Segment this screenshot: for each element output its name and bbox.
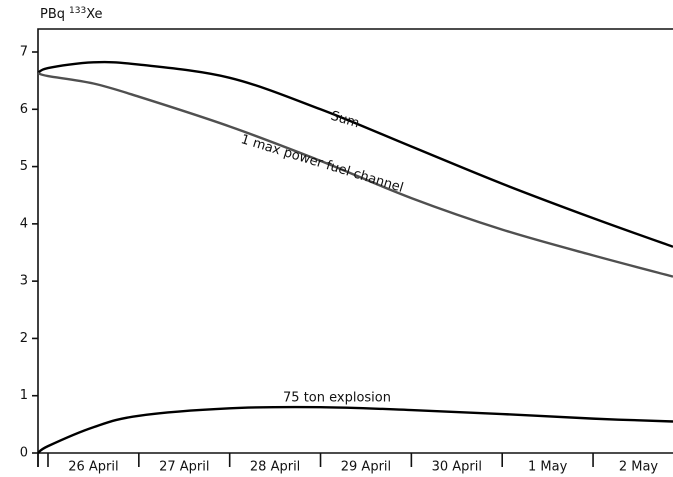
series-label: Sum	[329, 109, 361, 132]
series-label: 75 ton explosion	[283, 391, 391, 406]
y-tick-label: 7	[20, 45, 28, 60]
series-line	[37, 72, 673, 278]
x-tick-label: 26 April	[68, 460, 118, 475]
y-tick-label: 5	[20, 159, 28, 174]
y-tick-label: 3	[20, 274, 28, 289]
y-axis-unit: PBq	[40, 7, 65, 22]
series-label: 1 max power fuel channel	[239, 132, 405, 196]
x-tick-label: 27 April	[159, 460, 209, 475]
x-tick-label: 29 April	[341, 460, 391, 475]
series-line	[37, 60, 673, 248]
y-tick-label: 0	[20, 446, 28, 461]
y-tick-label: 2	[20, 331, 28, 346]
x-tick-label: 30 April	[432, 460, 482, 475]
y-tick-label: 4	[20, 216, 28, 231]
y-tick-label: 1	[20, 388, 28, 403]
x-tick-label: 28 April	[250, 460, 300, 475]
y-axis-label: PBq 133Xe	[40, 6, 103, 22]
y-axis-mass-number: 133	[69, 6, 86, 16]
y-tick-label: 6	[20, 102, 28, 117]
axis-frame	[37, 28, 673, 467]
series-line	[37, 405, 673, 454]
x-tick-label: 2 May	[619, 460, 659, 475]
y-axis-element: Xe	[86, 7, 102, 22]
x-tick-label: 1 May	[528, 460, 568, 475]
